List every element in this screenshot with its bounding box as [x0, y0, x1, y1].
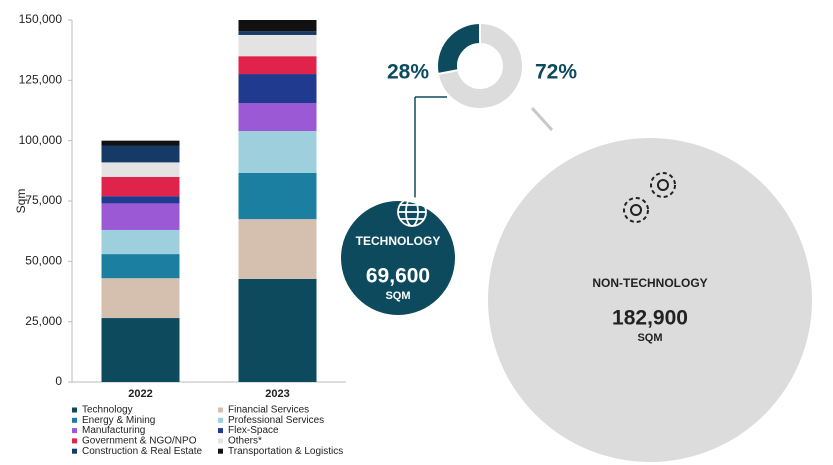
connector [530, 106, 554, 132]
bubble-category: TECHNOLOGY [356, 234, 441, 248]
y-tick-label: 150,000 [19, 12, 63, 26]
legend-label: Others* [228, 436, 262, 447]
legend-label: Transportation & Logistics [228, 446, 343, 457]
legend-label: Construction & Real Estate [82, 446, 202, 457]
bar-segment [101, 254, 180, 279]
y-tick-label: 0 [55, 374, 62, 388]
y-tick-label: 25,000 [25, 314, 62, 328]
bubbles [341, 138, 812, 462]
legend-marker [72, 438, 77, 444]
donut-label: 72% [535, 61, 577, 84]
y-axis-title: Sqm [14, 189, 28, 214]
bar-segment [238, 103, 317, 132]
bar-segment [238, 131, 317, 174]
bar-segment [101, 176, 180, 197]
y-tick-label: 100,000 [19, 133, 63, 147]
bar-segment [238, 278, 317, 382]
legend-label: Flex-Space [228, 425, 279, 436]
bubble-unit: SQM [637, 332, 662, 344]
legend-label: Energy & Mining [82, 415, 155, 426]
x-tick-label: 2023 [265, 388, 289, 400]
legend-label: Professional Services [228, 415, 324, 426]
donut-label: 28% [387, 61, 429, 84]
bubble-unit: SQM [385, 290, 410, 302]
bar-segment [101, 196, 180, 204]
legend-marker [218, 448, 223, 454]
legend-label: Government & NGO/NPO [82, 436, 197, 447]
bar-segment [101, 278, 180, 319]
bar-segment [238, 219, 317, 279]
bar-segment [101, 318, 180, 382]
bar-segment [101, 140, 180, 146]
legend-marker [218, 428, 223, 434]
x-tick-label: 2022 [128, 388, 152, 400]
bubble-value: 182,900 [612, 307, 688, 330]
bar-segment [101, 229, 180, 255]
donut-segment [436, 21, 524, 110]
y-tick-label: 75,000 [25, 193, 62, 207]
bar-segment [101, 162, 180, 177]
gears-icon [623, 172, 676, 223]
legend-marker [218, 417, 223, 423]
bar-segment [238, 173, 317, 220]
bar-segment [101, 145, 180, 163]
legend-marker [72, 417, 77, 423]
donut-segment [436, 21, 481, 76]
bubble [488, 138, 812, 462]
y-tick-label: 125,000 [19, 73, 63, 87]
globe-icon [397, 197, 427, 227]
bar-segment [238, 20, 317, 32]
bubble-category: NON-TECHNOLOGY [592, 276, 707, 290]
legend-marker [72, 428, 77, 434]
bar-segment [101, 203, 180, 230]
legend-label: Technology [82, 405, 133, 416]
bar-segment [238, 56, 317, 75]
y-tick-label: 50,000 [25, 254, 62, 268]
bubble [341, 201, 455, 315]
bar-segment [238, 74, 317, 104]
legend-marker [218, 438, 223, 444]
legend-label: Manufacturing [82, 425, 145, 436]
bar-segment [238, 31, 317, 35]
legend-marker [72, 448, 77, 454]
legend-marker [72, 407, 77, 413]
bar-segment [238, 34, 317, 57]
legend-marker [218, 407, 223, 413]
bubble-value: 69,600 [366, 265, 430, 288]
legend-label: Financial Services [228, 405, 309, 416]
